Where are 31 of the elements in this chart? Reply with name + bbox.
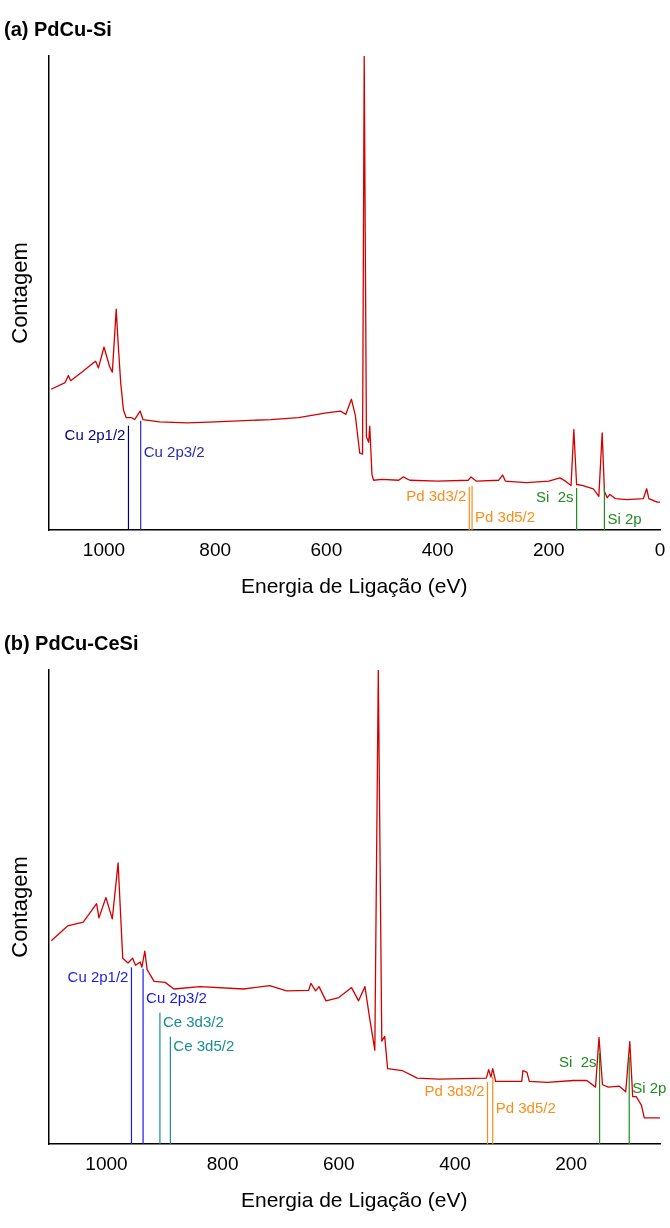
ref-line-label: Ce 3d5/2 — [173, 1036, 235, 1054]
ref-line-label: Cu 2p1/2 — [64, 425, 126, 443]
x-tick-label: 800 — [199, 538, 232, 560]
ref-line-label: Pd 3d3/2 — [406, 487, 467, 505]
chart-title: (b) PdCu-CeSi — [4, 631, 139, 654]
ref-line-label: Ce 3d3/2 — [162, 1012, 224, 1030]
x-tick-label: 600 — [310, 538, 343, 560]
ref-line-label: Pd 3d3/2 — [424, 1081, 485, 1099]
x-tick-label: 1000 — [85, 1152, 128, 1174]
x-tick-label: 0 — [654, 538, 666, 560]
ref-line-label: Si 2s — [536, 488, 574, 506]
x-tick-label: 400 — [421, 538, 454, 560]
ref-line-label: Si 2p — [632, 1078, 667, 1096]
x-tick-label: 800 — [206, 1152, 239, 1174]
x-tick-label: 400 — [439, 1152, 471, 1174]
ref-line-label: Cu 2p3/2 — [143, 442, 205, 460]
x-tick-label: 200 — [532, 538, 565, 560]
x-axis-title: Energia de Ligação (eV) — [240, 1188, 468, 1212]
y-axis-title: Contagem — [7, 242, 33, 344]
ref-line-label: Cu 2p1/2 — [67, 967, 129, 985]
ref-line-label: Pd 3d5/2 — [475, 507, 536, 525]
ref-line-label: Pd 3d5/2 — [495, 1098, 556, 1116]
x-tick-label: 200 — [555, 1152, 587, 1174]
y-axis-title: Contagem — [7, 856, 33, 958]
x-tick-label: 600 — [322, 1152, 355, 1174]
ref-line-label: Si 2s — [559, 1053, 597, 1071]
x-tick-label: 1000 — [82, 538, 126, 560]
chart-title: (a) PdCu-Si — [4, 17, 112, 40]
ref-line-label: Cu 2p3/2 — [146, 988, 207, 1006]
x-axis-title: Energia de Ligação (eV) — [240, 574, 468, 598]
ref-line-label: Si 2p — [607, 510, 642, 528]
